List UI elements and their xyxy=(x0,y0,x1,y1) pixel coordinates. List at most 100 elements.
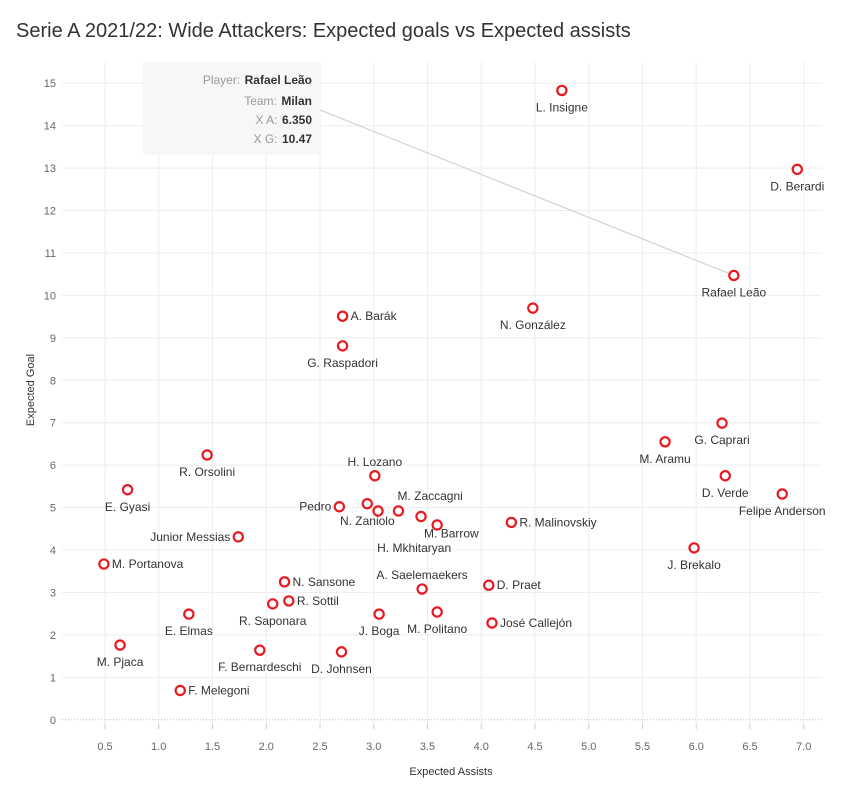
point-marker[interactable] xyxy=(392,505,405,517)
data-point[interactable]: N. Zaniolo xyxy=(340,498,395,528)
point-marker[interactable] xyxy=(728,269,740,282)
point-marker[interactable] xyxy=(486,617,498,629)
data-point[interactable]: E. Elmas xyxy=(165,608,213,638)
point-marker[interactable] xyxy=(716,417,728,429)
x-tick-label: 2.0 xyxy=(259,741,274,753)
point-marker[interactable] xyxy=(776,488,788,500)
data-point[interactable]: Rafael Leão xyxy=(701,269,767,300)
point-marker[interactable] xyxy=(98,558,110,570)
point-marker[interactable] xyxy=(416,583,428,595)
x-tick-label: 0.5 xyxy=(97,741,112,753)
data-point[interactable]: Felipe Anderson xyxy=(739,488,826,518)
point-label: N. Sansone xyxy=(293,575,356,589)
data-point[interactable] xyxy=(372,505,384,517)
point-label: R. Sottil xyxy=(297,594,339,608)
x-tick-label: 7.0 xyxy=(796,741,811,753)
point-marker[interactable] xyxy=(336,310,349,322)
point-marker[interactable] xyxy=(114,639,126,651)
points: L. Insigne D. Berardi Rafael Leão N. Gonzál… xyxy=(97,84,826,697)
point-marker[interactable] xyxy=(201,449,213,461)
data-point[interactable]: A. Barák xyxy=(336,309,398,323)
data-point[interactable]: M. Portanova xyxy=(98,557,184,571)
data-point[interactable]: J. Brekalo xyxy=(667,542,721,572)
point-marker[interactable] xyxy=(283,595,295,607)
point-label: M. Barrow xyxy=(424,526,479,540)
data-point[interactable]: Pedro xyxy=(299,500,346,514)
x-tick-label: 5.0 xyxy=(581,741,596,753)
point-marker[interactable] xyxy=(556,84,568,97)
y-tick-label: 4 xyxy=(50,545,56,557)
data-point[interactable]: M. Zaccagni xyxy=(392,489,463,517)
point-label: Rafael Leão xyxy=(701,285,766,299)
y-tick-label: 11 xyxy=(45,248,56,260)
point-marker[interactable] xyxy=(372,505,384,517)
y-tick-label: 5 xyxy=(50,503,56,515)
data-point[interactable]: H. Lozano xyxy=(347,455,402,482)
x-tick-label: 3.5 xyxy=(420,741,435,753)
data-point[interactable]: Junior Messias xyxy=(150,530,244,544)
data-point[interactable]: D. Johnsen xyxy=(311,646,372,676)
data-point[interactable]: G. Raspadori xyxy=(307,340,378,370)
data-point[interactable]: J. Boga xyxy=(359,608,400,638)
tooltip-player: Rafael Leão xyxy=(245,73,312,87)
data-point[interactable]: M. Aramu xyxy=(639,436,691,466)
point-marker[interactable] xyxy=(505,516,518,529)
y-tick-label: 10 xyxy=(44,290,56,302)
point-marker[interactable] xyxy=(183,608,195,620)
data-point[interactable]: R. Sottil xyxy=(283,594,339,608)
point-marker[interactable] xyxy=(369,470,381,482)
point-label: J. Boga xyxy=(359,624,400,638)
point-label: D. Praet xyxy=(497,578,542,592)
data-point[interactable]: D. Verde xyxy=(702,470,749,500)
data-point[interactable]: L. Insigne xyxy=(536,84,588,115)
point-marker[interactable] xyxy=(415,510,427,523)
data-point[interactable]: H. Mkhitaryan xyxy=(377,519,451,555)
x-tick-label: 5.5 xyxy=(635,741,650,753)
point-marker[interactable] xyxy=(431,519,443,531)
data-point[interactable]: José Callejón xyxy=(486,616,572,630)
point-marker[interactable] xyxy=(791,163,803,176)
data-point[interactable]: D. Praet xyxy=(483,578,542,592)
point-label: M. Portanova xyxy=(112,557,184,571)
point-marker[interactable] xyxy=(232,531,244,543)
data-point[interactable]: A. Saelemaekers xyxy=(376,568,468,595)
data-point[interactable]: F. Bernardeschi xyxy=(218,644,301,675)
point-marker[interactable] xyxy=(361,498,373,510)
point-marker[interactable] xyxy=(174,684,186,697)
x-tick-label: 1.0 xyxy=(151,741,166,753)
point-label: Pedro xyxy=(299,500,331,514)
data-point[interactable]: D. Berardi xyxy=(770,163,824,194)
tooltip: Player: Rafael Leão Team: Milan X A: 6.3… xyxy=(143,62,320,155)
data-point[interactable]: M. Politano xyxy=(407,606,468,636)
point-marker[interactable] xyxy=(254,644,266,656)
data-point[interactable]: E. Gyasi xyxy=(105,484,150,514)
point-marker[interactable] xyxy=(335,646,348,658)
y-tick-label: 6 xyxy=(50,460,56,472)
point-marker[interactable] xyxy=(266,598,279,610)
point-marker[interactable] xyxy=(719,470,731,482)
point-label: N. Zaniolo xyxy=(340,514,395,528)
data-point[interactable]: R. Orsolini xyxy=(179,449,235,479)
point-label: G. Caprari xyxy=(694,433,749,447)
data-point[interactable]: F. Melegoni xyxy=(174,683,250,697)
data-point[interactable]: R. Saponara xyxy=(239,598,307,628)
point-label: M. Zaccagni xyxy=(397,489,462,503)
data-point[interactable]: M. Barrow xyxy=(415,510,479,541)
data-point[interactable]: N. González xyxy=(500,302,566,333)
data-point[interactable]: G. Caprari xyxy=(694,417,750,448)
point-marker[interactable] xyxy=(121,484,134,496)
point-marker[interactable] xyxy=(336,340,349,352)
point-marker[interactable] xyxy=(527,302,539,314)
data-point[interactable]: R. Malinovskiy xyxy=(505,515,597,529)
point-marker[interactable] xyxy=(659,436,671,448)
data-point[interactable]: N. Sansone xyxy=(278,575,356,589)
point-marker[interactable] xyxy=(373,608,385,620)
tooltip-xg-label: X G: xyxy=(254,132,278,146)
point-marker[interactable] xyxy=(333,501,346,513)
point-marker[interactable] xyxy=(688,542,700,554)
point-marker[interactable] xyxy=(431,606,443,618)
point-marker[interactable] xyxy=(483,579,495,591)
data-point[interactable]: M. Pjaca xyxy=(97,639,144,669)
tooltip-box xyxy=(143,62,320,155)
point-marker[interactable] xyxy=(278,576,291,588)
